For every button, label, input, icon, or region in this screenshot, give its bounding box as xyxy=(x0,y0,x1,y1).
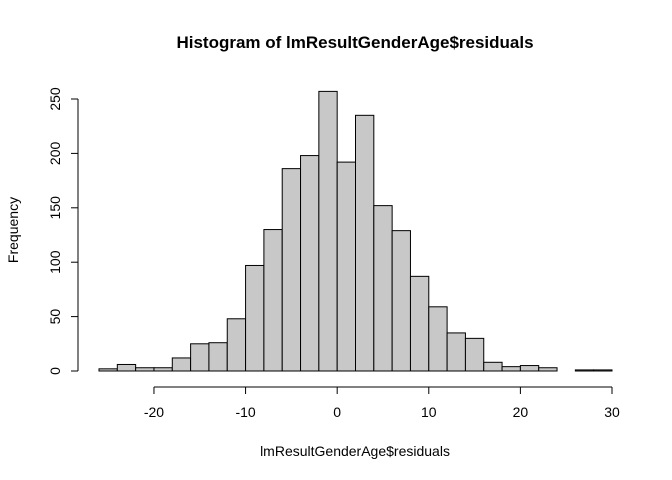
y-tick-label: 150 xyxy=(47,196,63,220)
histogram-bar xyxy=(153,367,173,372)
histogram-bar xyxy=(483,361,503,372)
histogram-bar xyxy=(355,114,375,372)
x-axis-label: lmResultGenderAge$residuals xyxy=(260,443,450,459)
x-tick-label: 10 xyxy=(421,404,437,420)
histogram-bar xyxy=(263,229,283,372)
histogram-bar xyxy=(446,332,466,372)
histogram-bar xyxy=(519,365,540,372)
histogram-bar xyxy=(116,363,137,372)
chart-title: Histogram of lmResultGenderAge$residuals xyxy=(176,33,533,52)
histogram-bar xyxy=(281,168,302,372)
histogram-bar xyxy=(538,367,558,372)
x-tick-label: 30 xyxy=(604,404,620,420)
histogram-bar xyxy=(190,343,210,372)
histogram-bar xyxy=(300,155,320,372)
histogram-bar xyxy=(409,275,430,372)
histogram-bar xyxy=(245,264,265,372)
y-tick-label: 250 xyxy=(47,87,63,111)
bars-group xyxy=(98,90,613,372)
histogram-bar xyxy=(464,337,485,372)
histogram-bar xyxy=(428,306,448,372)
x-tick-label: 20 xyxy=(513,404,529,420)
histogram-bar xyxy=(336,161,356,372)
y-tick-label: 0 xyxy=(47,367,63,375)
x-tick-label: -20 xyxy=(144,404,164,420)
histogram-bar xyxy=(135,367,155,372)
histogram-bar xyxy=(593,369,613,372)
x-axis: -20 -10 0 10 20 30 xyxy=(144,386,620,420)
x-tick-label: -10 xyxy=(235,404,255,420)
y-axis-label: Frequency xyxy=(5,197,21,263)
histogram-bar xyxy=(98,368,118,372)
y-axis: 0 50 100 150 200 250 xyxy=(47,87,79,375)
y-tick-label: 200 xyxy=(47,142,63,166)
histogram-bar xyxy=(501,366,521,372)
x-tick-label: 0 xyxy=(333,404,341,420)
histogram-bar xyxy=(318,90,338,372)
histogram-bar xyxy=(373,205,393,372)
histogram-bar xyxy=(208,342,228,372)
histogram-bar xyxy=(171,357,192,372)
y-tick-label: 100 xyxy=(47,250,63,274)
y-tick-label: 50 xyxy=(47,309,63,325)
histogram-bar xyxy=(226,318,247,372)
histogram-bar xyxy=(574,369,595,372)
histogram-bar xyxy=(391,230,411,372)
